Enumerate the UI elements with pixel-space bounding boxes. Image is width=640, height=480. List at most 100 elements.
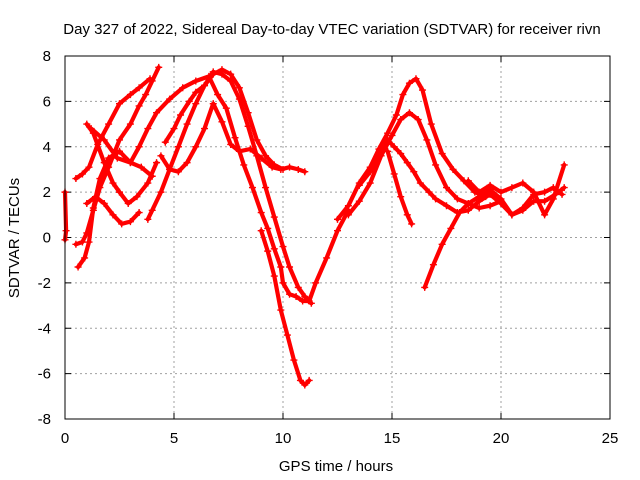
data-point <box>170 125 178 133</box>
data-point <box>283 331 291 339</box>
data-point <box>299 297 307 305</box>
data-point <box>294 283 302 291</box>
data-point <box>286 263 294 271</box>
data-point <box>113 154 121 162</box>
data-point <box>144 215 152 223</box>
data-point <box>89 204 97 212</box>
data-point <box>174 168 182 176</box>
data-point <box>253 136 261 144</box>
y-tick-label: 6 <box>43 93 51 110</box>
series-arc-14 <box>384 147 416 228</box>
data-point <box>397 116 405 124</box>
data-point <box>124 199 132 207</box>
data-point <box>270 245 278 253</box>
data-point <box>246 145 254 153</box>
data-point <box>464 199 472 207</box>
data-point <box>388 131 396 139</box>
data-point <box>456 209 464 217</box>
data-point <box>116 136 123 144</box>
data-point <box>227 140 235 148</box>
data-point <box>286 290 294 298</box>
series-arc-3 <box>74 147 156 271</box>
data-point <box>257 227 265 235</box>
data-point <box>449 165 457 173</box>
data-point <box>508 184 516 192</box>
series-line <box>73 76 153 181</box>
data-point <box>334 227 341 235</box>
data-point <box>257 154 265 162</box>
data-point <box>126 218 134 226</box>
data-point <box>390 170 398 178</box>
data-point <box>116 188 123 196</box>
data-point <box>100 136 108 144</box>
data-point <box>268 163 276 171</box>
data-point <box>183 159 191 167</box>
data-point <box>443 202 450 210</box>
data-point <box>109 211 117 219</box>
data-point <box>541 188 549 196</box>
data-point <box>307 299 315 307</box>
chart-title: Day 327 of 2022, Sidereal Day-to-day VTE… <box>63 21 600 38</box>
data-point <box>301 168 309 176</box>
data-point <box>403 211 411 219</box>
data-point <box>109 179 117 187</box>
data-point <box>519 179 527 187</box>
data-point <box>508 211 516 219</box>
data-point <box>366 179 374 187</box>
tick-labels: 0 5 10 15 20 25 -8 -6 -4 -2 0 2 4 6 8 <box>38 48 619 447</box>
data-point <box>416 179 424 187</box>
data-point <box>161 138 169 146</box>
data-point <box>334 215 341 223</box>
data-point <box>257 209 265 217</box>
data-point <box>423 136 431 144</box>
data-point <box>270 272 278 280</box>
x-tick-label: 10 <box>275 430 292 447</box>
series-arc-5 <box>83 193 143 228</box>
data-point <box>235 147 243 155</box>
data-point <box>231 134 239 142</box>
data-point <box>74 263 82 271</box>
series-arc-15 <box>421 184 566 291</box>
series-arc-6 <box>87 72 352 305</box>
y-tick-label: -6 <box>38 366 51 383</box>
data-point <box>244 109 252 117</box>
y-tick-label: 4 <box>43 139 51 156</box>
data-point <box>262 184 270 192</box>
data-series <box>61 63 568 389</box>
data-point <box>270 213 278 221</box>
data-point <box>85 238 93 246</box>
data-point <box>264 224 272 232</box>
data-point <box>410 168 418 176</box>
x-tick-label: 5 <box>170 430 178 447</box>
data-point <box>301 381 309 389</box>
data-point <box>218 118 226 126</box>
data-point <box>72 175 80 183</box>
data-point <box>384 136 392 144</box>
data-point <box>78 170 86 178</box>
data-point <box>135 102 143 110</box>
data-point <box>192 143 200 151</box>
data-point <box>96 175 104 183</box>
data-point <box>549 195 557 203</box>
data-point <box>497 188 505 196</box>
data-point <box>558 190 566 198</box>
data-point <box>408 220 416 228</box>
data-point <box>390 143 398 151</box>
data-point <box>201 81 209 89</box>
data-point <box>248 184 256 192</box>
data-point <box>227 70 235 78</box>
grid-lines <box>65 56 610 419</box>
x-tick-label: 0 <box>61 430 69 447</box>
data-point <box>301 292 309 300</box>
data-point <box>355 181 363 189</box>
series-arc-16 <box>464 161 568 219</box>
data-point <box>92 193 100 201</box>
data-point <box>421 283 429 291</box>
data-point <box>214 91 222 99</box>
data-point <box>83 199 91 207</box>
data-point <box>183 120 191 128</box>
data-point <box>177 111 185 119</box>
data-point <box>118 220 126 228</box>
x-tick-label: 20 <box>493 430 510 447</box>
data-point <box>264 247 272 255</box>
